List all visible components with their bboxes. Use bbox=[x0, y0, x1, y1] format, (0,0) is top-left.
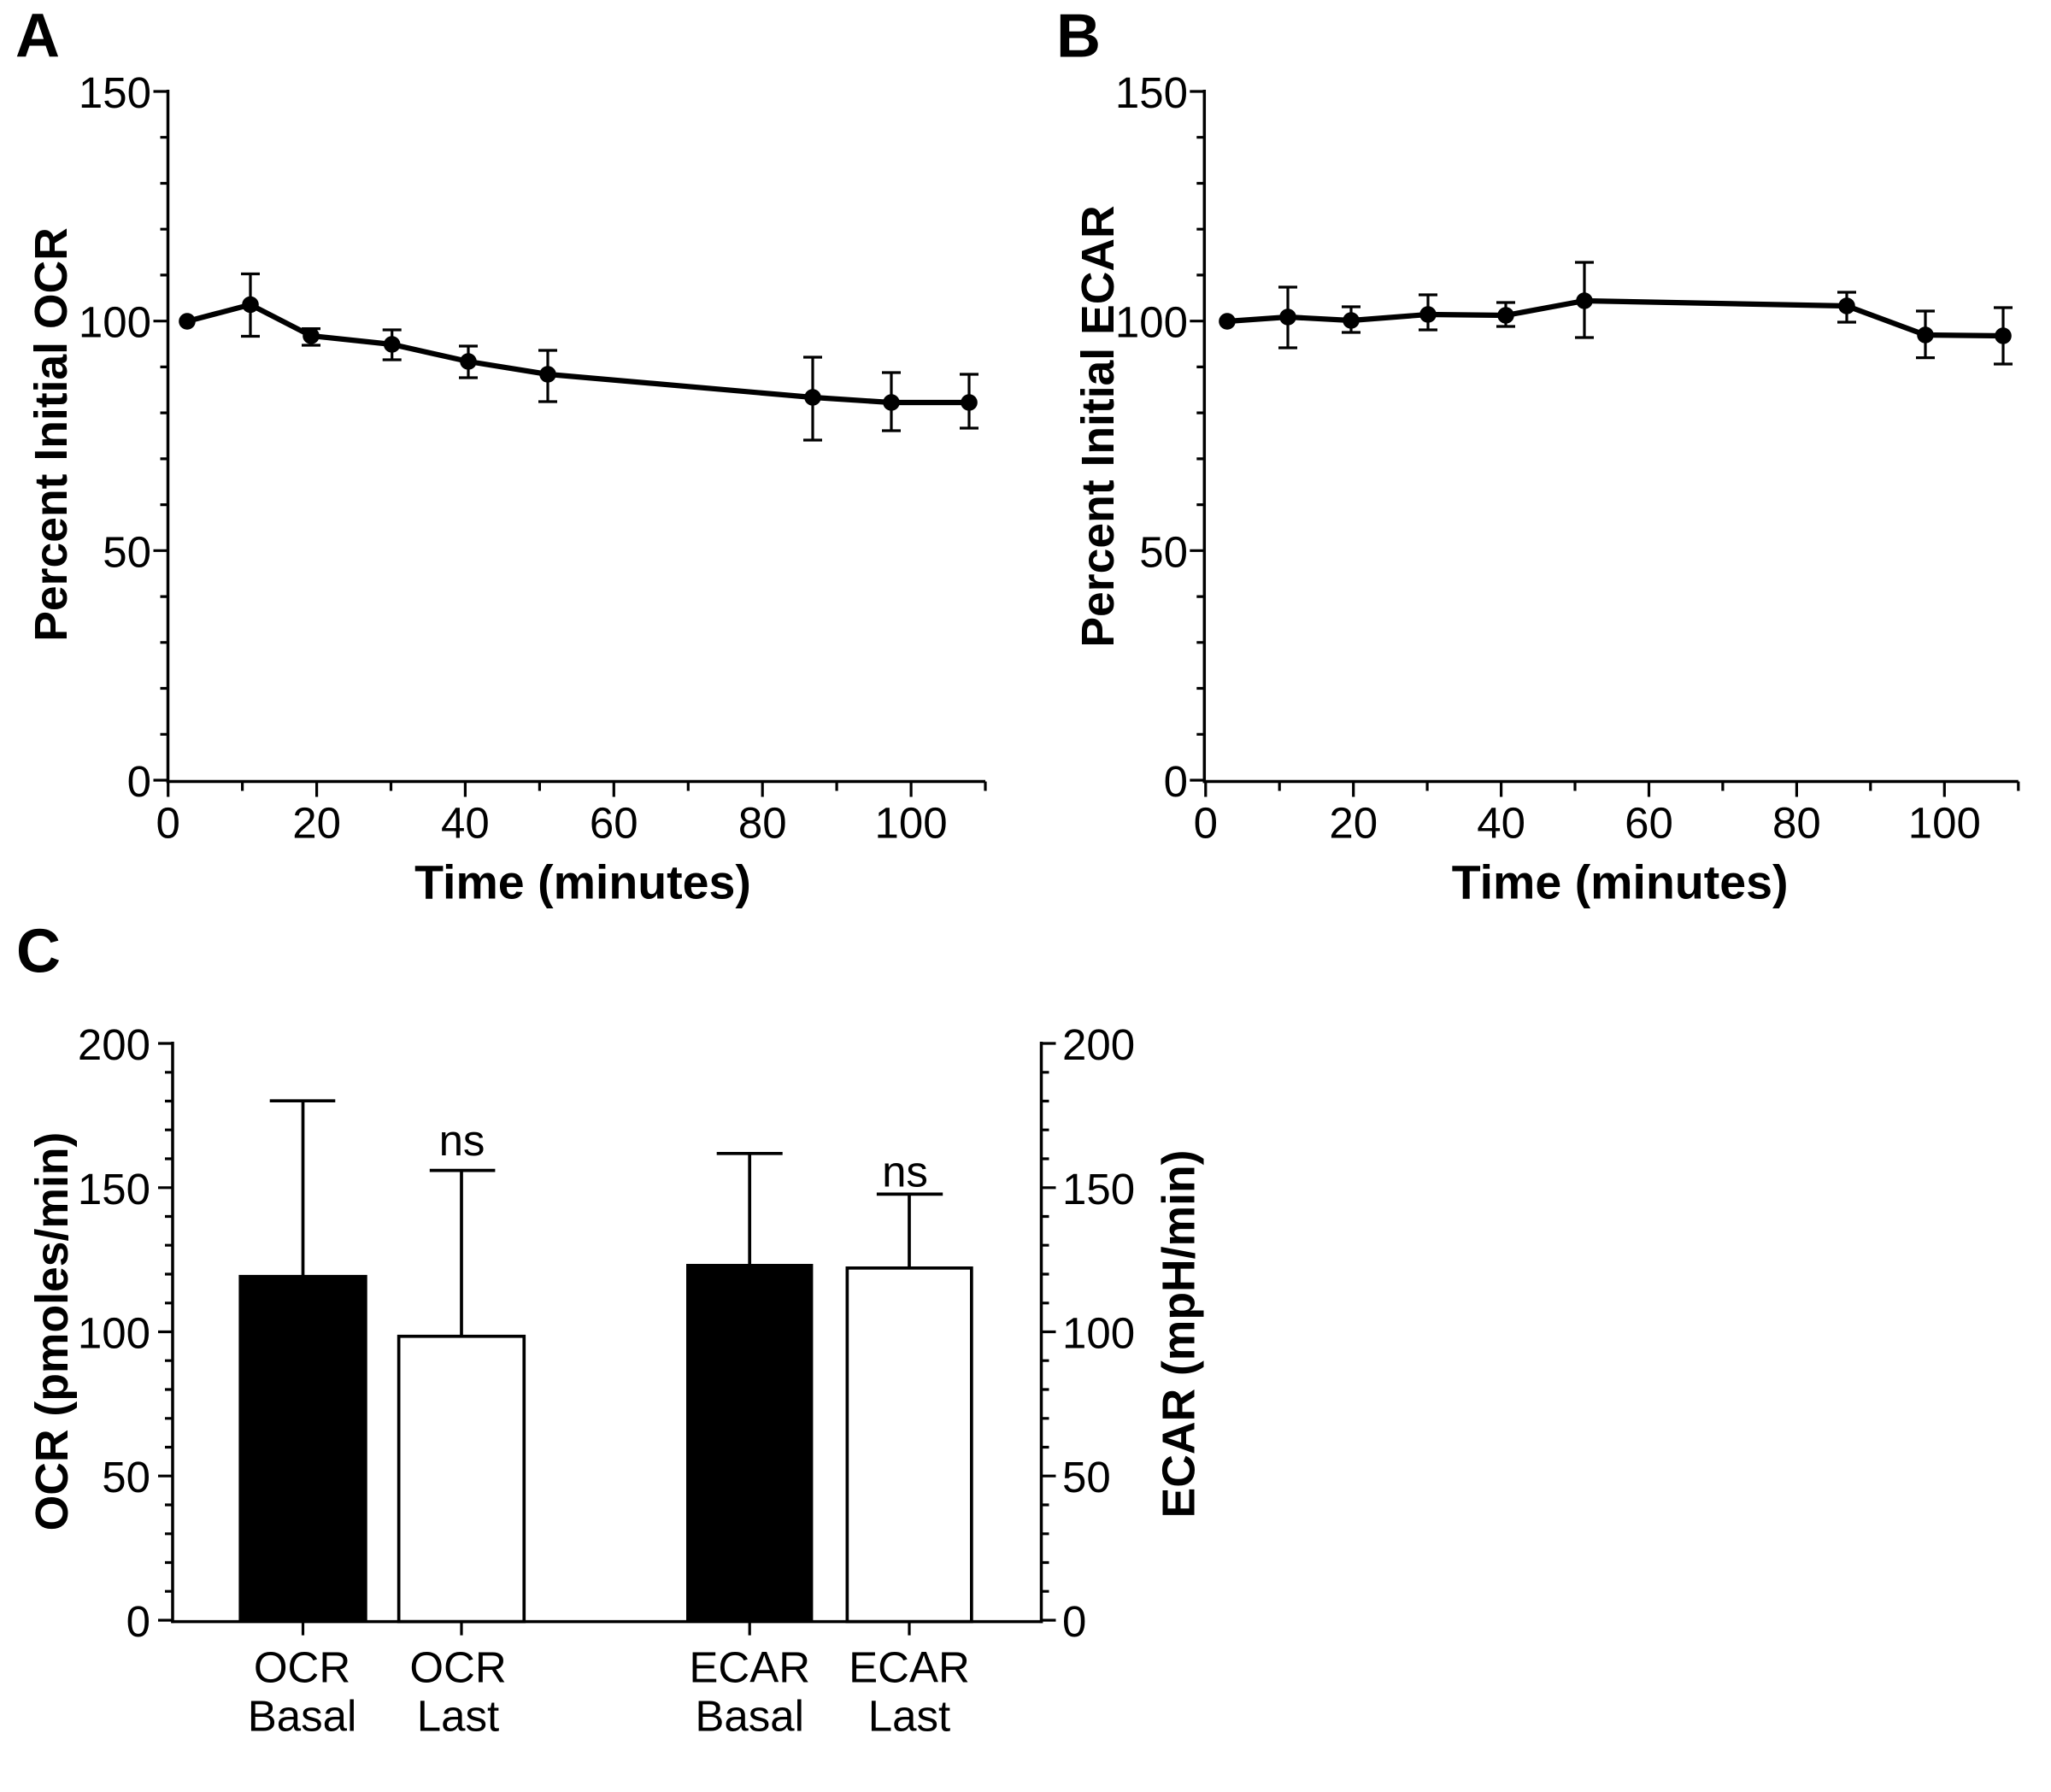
svg-text:60: 60 bbox=[1625, 799, 1673, 848]
svg-text:60: 60 bbox=[590, 799, 638, 848]
svg-text:ECAR: ECAR bbox=[849, 1643, 970, 1692]
svg-text:Last: Last bbox=[868, 1692, 950, 1741]
svg-text:50: 50 bbox=[103, 527, 151, 576]
svg-text:100: 100 bbox=[78, 1309, 150, 1358]
svg-text:0: 0 bbox=[156, 799, 180, 848]
svg-text:0: 0 bbox=[126, 1597, 150, 1646]
svg-text:80: 80 bbox=[738, 799, 787, 848]
svg-text:50: 50 bbox=[1062, 1453, 1111, 1501]
svg-text:Basal: Basal bbox=[695, 1692, 804, 1741]
svg-text:ECAR (mpH/min): ECAR (mpH/min) bbox=[1155, 1150, 1205, 1519]
svg-text:50: 50 bbox=[102, 1453, 150, 1501]
svg-text:OCR: OCR bbox=[254, 1643, 350, 1692]
svg-text:50: 50 bbox=[1139, 527, 1188, 576]
svg-text:Last: Last bbox=[417, 1692, 499, 1741]
svg-text:150: 150 bbox=[1115, 68, 1188, 117]
svg-text:150: 150 bbox=[78, 1165, 150, 1213]
svg-text:100: 100 bbox=[1908, 799, 1981, 848]
svg-text:200: 200 bbox=[1062, 1020, 1135, 1069]
svg-text:Percent Initial OCR: Percent Initial OCR bbox=[26, 227, 77, 642]
svg-text:OCR (pmoles/min): OCR (pmoles/min) bbox=[27, 1132, 78, 1531]
svg-text:Time (minutes): Time (minutes) bbox=[1452, 856, 1789, 909]
svg-text:40: 40 bbox=[1477, 799, 1525, 848]
svg-text:0: 0 bbox=[1062, 1597, 1086, 1646]
svg-text:B: B bbox=[1056, 3, 1101, 71]
svg-text:100: 100 bbox=[875, 799, 948, 848]
svg-text:80: 80 bbox=[1772, 799, 1821, 848]
svg-text:ns: ns bbox=[882, 1147, 928, 1196]
svg-text:0: 0 bbox=[1194, 799, 1218, 848]
svg-text:0: 0 bbox=[127, 757, 151, 806]
svg-text:40: 40 bbox=[441, 799, 490, 848]
svg-text:150: 150 bbox=[1062, 1165, 1135, 1213]
svg-text:ECAR: ECAR bbox=[689, 1643, 810, 1692]
svg-text:ns: ns bbox=[439, 1116, 485, 1165]
svg-text:20: 20 bbox=[292, 799, 341, 848]
svg-text:Basal: Basal bbox=[248, 1692, 357, 1741]
svg-text:150: 150 bbox=[79, 68, 151, 117]
svg-text:A: A bbox=[15, 2, 60, 70]
svg-text:0: 0 bbox=[1164, 757, 1188, 806]
svg-text:200: 200 bbox=[78, 1020, 150, 1069]
svg-text:20: 20 bbox=[1329, 799, 1378, 848]
svg-text:100: 100 bbox=[79, 298, 151, 347]
svg-text:100: 100 bbox=[1062, 1309, 1135, 1358]
svg-text:Percent Initial ECAR: Percent Initial ECAR bbox=[1073, 205, 1124, 647]
svg-text:100: 100 bbox=[1115, 298, 1188, 347]
svg-text:OCR: OCR bbox=[409, 1643, 506, 1692]
svg-text:C: C bbox=[16, 918, 61, 986]
svg-text:Time (minutes): Time (minutes) bbox=[414, 856, 751, 909]
